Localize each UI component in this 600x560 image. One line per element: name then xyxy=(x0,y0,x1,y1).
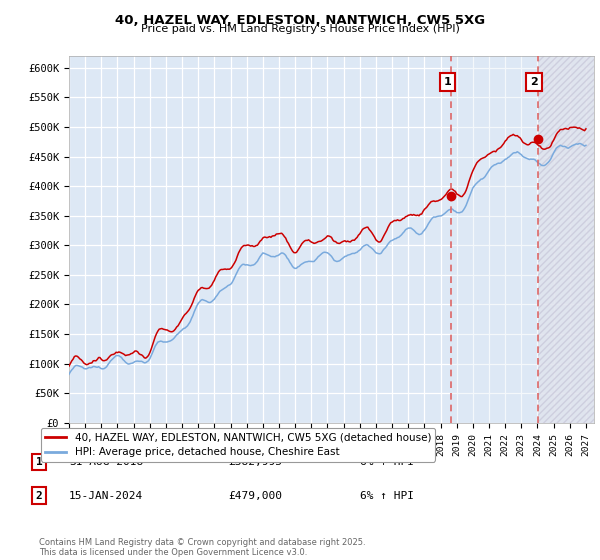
Bar xyxy=(451,56,538,423)
Text: 1: 1 xyxy=(35,457,43,467)
Text: Price paid vs. HM Land Registry's House Price Index (HPI): Price paid vs. HM Land Registry's House … xyxy=(140,24,460,34)
Bar xyxy=(538,56,594,423)
Text: 6% ↑ HPI: 6% ↑ HPI xyxy=(360,491,414,501)
Legend: 40, HAZEL WAY, EDLESTON, NANTWICH, CW5 5XG (detached house), HPI: Average price,: 40, HAZEL WAY, EDLESTON, NANTWICH, CW5 5… xyxy=(41,428,435,461)
Text: 6% ↑ HPI: 6% ↑ HPI xyxy=(360,457,414,467)
Text: 15-JAN-2024: 15-JAN-2024 xyxy=(69,491,143,501)
Text: Contains HM Land Registry data © Crown copyright and database right 2025.
This d: Contains HM Land Registry data © Crown c… xyxy=(39,538,365,557)
Text: 2: 2 xyxy=(530,77,538,87)
Text: 2: 2 xyxy=(35,491,43,501)
Text: 31-AUG-2018: 31-AUG-2018 xyxy=(69,457,143,467)
Text: £479,000: £479,000 xyxy=(228,491,282,501)
Text: £382,995: £382,995 xyxy=(228,457,282,467)
Text: 1: 1 xyxy=(443,77,451,87)
Text: 40, HAZEL WAY, EDLESTON, NANTWICH, CW5 5XG: 40, HAZEL WAY, EDLESTON, NANTWICH, CW5 5… xyxy=(115,14,485,27)
